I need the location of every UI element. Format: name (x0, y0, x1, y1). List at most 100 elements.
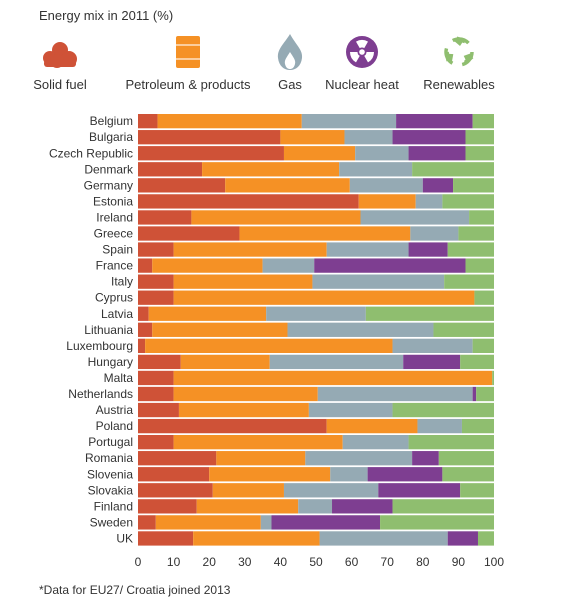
bar-segment (317, 386, 473, 402)
bar-row (138, 114, 494, 129)
bar-segment (173, 274, 313, 289)
bar-segment (392, 338, 473, 353)
legend-label: Gas (278, 77, 302, 92)
bar-segment (138, 515, 156, 530)
bar-segment (173, 386, 318, 402)
bar-row (138, 210, 494, 225)
category-label: Ireland (96, 210, 133, 224)
bar-segment (396, 114, 473, 129)
country-labels: Belgium Bulgaria Czech Republic Denmark Germ… (49, 114, 134, 545)
bar-segment (461, 418, 494, 434)
bar-segment (472, 114, 494, 129)
category-label: Romania (85, 451, 133, 465)
bar-segment (138, 338, 146, 353)
bar-row (138, 178, 494, 193)
bar-segment (178, 402, 309, 418)
bar-segment (138, 242, 174, 257)
bar-segment (138, 467, 210, 482)
bar-segment (138, 178, 226, 193)
bar-segment (458, 226, 494, 241)
bar-segment (412, 451, 439, 466)
category-label: Lithuania (84, 323, 133, 337)
bar-segment (239, 226, 411, 241)
x-tick-label: 10 (167, 555, 181, 569)
bar-row (138, 226, 494, 241)
legend-label: Solid fuel (33, 77, 87, 92)
bar-segment (225, 178, 350, 193)
category-label: Netherlands (68, 387, 133, 401)
bar-segment (349, 178, 423, 193)
bar-segment (173, 242, 327, 257)
bar-segment (344, 130, 393, 145)
category-label: Austria (96, 403, 134, 417)
bar-row (138, 483, 494, 498)
bar-segment (138, 322, 153, 337)
bar-segment (447, 242, 494, 257)
bar-segment (308, 402, 393, 418)
x-tick-label: 40 (274, 555, 288, 569)
bar-segment (145, 338, 393, 353)
gas-flame-icon (277, 34, 303, 70)
bar-row (138, 194, 494, 209)
bar-segment (280, 130, 345, 145)
x-tick-label: 20 (203, 555, 217, 569)
bar-segment (173, 370, 493, 386)
bar-row (138, 306, 494, 321)
bar-segment (138, 162, 203, 177)
bar-segment (305, 451, 413, 466)
bar-segment (138, 370, 174, 386)
bar-segment (283, 483, 379, 498)
bar-segment (180, 354, 270, 370)
bar-segment (392, 402, 494, 418)
bar-segment (326, 418, 418, 434)
bar-segment (392, 130, 466, 145)
bar-segment (138, 451, 217, 466)
legend-item: Nuclear heat (325, 36, 399, 92)
bar-segment (438, 451, 494, 466)
x-tick-label: 60 (345, 555, 359, 569)
bar-segment (312, 274, 445, 289)
bar-segment (138, 258, 153, 273)
bar-row (138, 354, 494, 370)
x-tick-label: 0 (135, 555, 142, 569)
bar-segment (408, 242, 448, 257)
bar-segment (138, 418, 327, 434)
footnote: *Data for EU27/ Croatia joined 2013 (39, 583, 231, 597)
category-label: Cyprus (95, 291, 133, 305)
category-label: France (96, 259, 134, 273)
bar-segment (266, 306, 366, 321)
bar-segment (360, 210, 470, 225)
x-tick-label: 90 (452, 555, 466, 569)
bar-row (138, 435, 494, 450)
bar-segment (465, 146, 494, 161)
bar-segment (447, 531, 478, 546)
bar-row (138, 258, 494, 273)
bar-segment (148, 306, 267, 321)
bar-segment (415, 194, 443, 209)
bar-segment (260, 515, 272, 530)
bar-segment (138, 499, 197, 514)
bar-segment (193, 531, 320, 546)
chart-title: Energy mix in 2011 (%) (39, 8, 173, 23)
category-label: Finland (94, 499, 133, 513)
bar-segment (262, 258, 315, 273)
oil-barrel-icon (175, 36, 201, 68)
bar-row (138, 274, 494, 289)
recycle-icon (444, 36, 474, 67)
bar-segment (269, 354, 404, 370)
category-label: Slovakia (88, 483, 134, 497)
bar-row (138, 370, 494, 386)
bar-segment (412, 162, 494, 177)
x-tick-label: 70 (381, 555, 395, 569)
bar-segment (460, 354, 494, 370)
stacked-bars (138, 114, 494, 546)
bar-segment (408, 435, 494, 450)
bar-segment (216, 451, 306, 466)
bar-segment (283, 146, 356, 161)
bar-row (138, 402, 494, 418)
bar-segment (444, 274, 494, 289)
legend-label: Renewables (423, 77, 495, 92)
bar-segment (173, 435, 343, 450)
category-label: Hungary (88, 355, 133, 369)
